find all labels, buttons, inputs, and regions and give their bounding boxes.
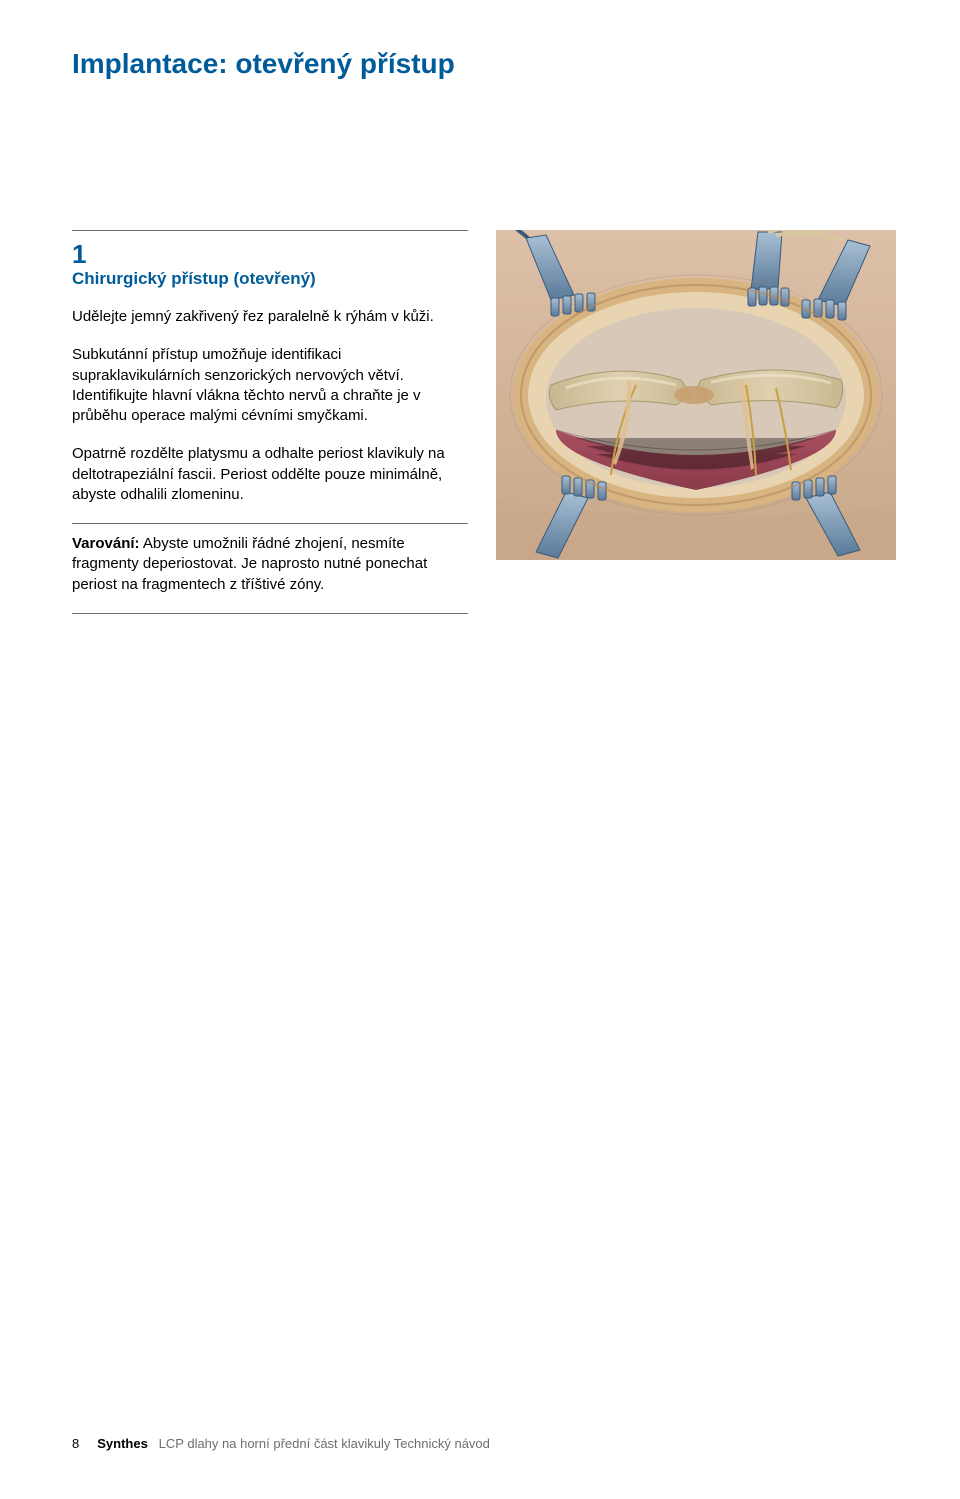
paragraph-1: Udělejte jemný zakřivený řez paralelně k… [72,307,468,327]
page-number: 8 [72,1436,79,1451]
section-rule-bottom [72,613,468,614]
paragraph-2: Subkutánní přístup umožňuje identifikaci… [72,345,468,426]
step-number: 1 [72,241,468,267]
section-rule-warning [72,523,468,524]
page-footer: 8 Synthes LCP dlahy na horní přední část… [72,1436,490,1451]
text-column: 1 Chirurgický přístup (otevřený) Udělejt… [72,230,468,624]
footer-doc-title: LCP dlahy na horní přední část klavikuly… [151,1436,489,1451]
paragraph-3: Opatrně rozdělte platysmu a odhalte peri… [72,444,468,505]
section-rule-top [72,230,468,231]
footer-brand: Synthes [97,1436,148,1451]
step-heading: Chirurgický přístup (otevřený) [72,269,468,289]
content-columns: 1 Chirurgický přístup (otevřený) Udělejt… [72,230,904,624]
warning-paragraph: Varování: Abyste umožnili řádné zhojení,… [72,534,468,595]
page-title: Implantace: otevřený přístup [72,48,904,80]
warning-label: Varování: [72,535,140,552]
surgical-illustration [496,230,896,560]
